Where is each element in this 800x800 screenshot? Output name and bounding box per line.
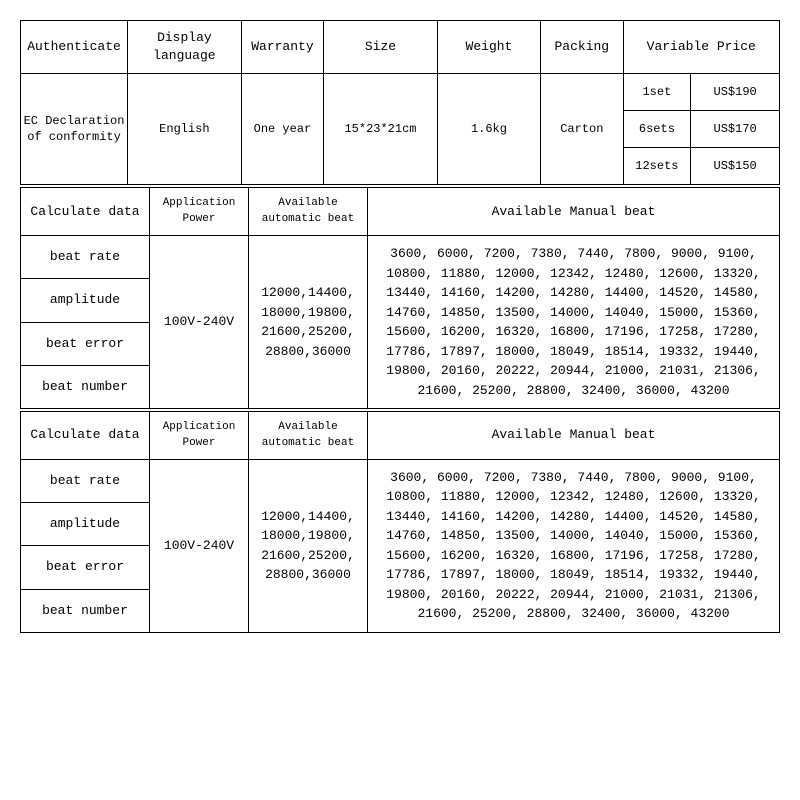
calc-label-1-3: beat number: [21, 365, 150, 408]
calc-header-manual-2: Available Manual beat: [368, 412, 780, 460]
cell-packing: Carton: [541, 74, 623, 185]
calc-label-1-1: amplitude: [21, 279, 150, 322]
spec-tables-container: Authenticate Display language Warranty S…: [20, 20, 780, 633]
calc-header-auto-2: Available automatic beat: [249, 412, 368, 460]
calc-auto-2: 12000,14400, 18000,19800, 21600,25200, 2…: [249, 459, 368, 632]
calc-header-power-2: Application Power: [150, 412, 249, 460]
price-val-0: US$190: [691, 74, 780, 111]
calc-manual-1: 3600, 6000, 7200, 7380, 7440, 7800, 9000…: [368, 236, 780, 409]
calc-row-1-0: beat rate 100V-240V 12000,14400, 18000,1…: [21, 236, 780, 279]
cell-weight: 1.6kg: [437, 74, 540, 185]
cell-warranty: One year: [241, 74, 323, 185]
header-language: Display language: [128, 21, 242, 74]
calc-header-auto-1: Available automatic beat: [249, 188, 368, 236]
price-qty-0: 1set: [623, 74, 691, 111]
cell-language: English: [128, 74, 242, 185]
calc-header-power-1: Application Power: [150, 188, 249, 236]
calc-header-row-2: Calculate data Application Power Availab…: [21, 412, 780, 460]
calc-power-2: 100V-240V: [150, 459, 249, 632]
calc-table-2: Calculate data Application Power Availab…: [20, 411, 780, 633]
calc-header-manual-1: Available Manual beat: [368, 188, 780, 236]
header-weight: Weight: [437, 21, 540, 74]
calc-label-2-1: amplitude: [21, 503, 150, 546]
calc-header-calc-1: Calculate data: [21, 188, 150, 236]
calc-label-1-0: beat rate: [21, 236, 150, 279]
cell-size: 15*23*21cm: [324, 74, 438, 185]
header-warranty: Warranty: [241, 21, 323, 74]
spec-data-row-1: EC Declaration of conformity English One…: [21, 74, 780, 111]
spec-header-row: Authenticate Display language Warranty S…: [21, 21, 780, 74]
calc-header-calc-2: Calculate data: [21, 412, 150, 460]
calc-label-2-3: beat number: [21, 589, 150, 632]
calc-label-2-2: beat error: [21, 546, 150, 589]
header-price: Variable Price: [623, 21, 780, 74]
calc-label-2-0: beat rate: [21, 459, 150, 502]
price-val-2: US$150: [691, 148, 780, 185]
price-qty-2: 12sets: [623, 148, 691, 185]
header-packing: Packing: [541, 21, 623, 74]
calc-power-1: 100V-240V: [150, 236, 249, 409]
price-qty-1: 6sets: [623, 111, 691, 148]
cell-authenticate: EC Declaration of conformity: [21, 74, 128, 185]
calc-table-1: Calculate data Application Power Availab…: [20, 187, 780, 409]
spec-table: Authenticate Display language Warranty S…: [20, 20, 780, 185]
calc-auto-1: 12000,14400, 18000,19800, 21600,25200, 2…: [249, 236, 368, 409]
calc-label-1-2: beat error: [21, 322, 150, 365]
calc-row-2-0: beat rate 100V-240V 12000,14400, 18000,1…: [21, 459, 780, 502]
header-size: Size: [324, 21, 438, 74]
calc-header-row-1: Calculate data Application Power Availab…: [21, 188, 780, 236]
header-authenticate: Authenticate: [21, 21, 128, 74]
price-val-1: US$170: [691, 111, 780, 148]
calc-manual-2: 3600, 6000, 7200, 7380, 7440, 7800, 9000…: [368, 459, 780, 632]
